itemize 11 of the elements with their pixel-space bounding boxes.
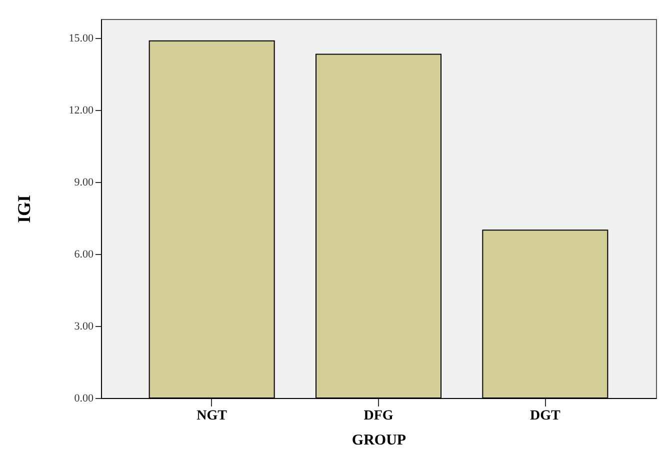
y-tick-label: 9.00	[74, 176, 94, 189]
y-tick-label: 15.00	[68, 32, 94, 45]
y-tick-label: 12.00	[68, 104, 94, 117]
x-tick-label: DFG	[364, 408, 394, 424]
x-tick-label: NGT	[196, 408, 228, 424]
y-tick-label: 0.00	[74, 392, 94, 404]
y-tick-label: 6.00	[74, 248, 94, 261]
x-tick-label: DGT	[530, 408, 561, 424]
y-axis-title: IGI	[14, 194, 34, 224]
x-axis-title: GROUP	[352, 432, 406, 448]
y-tick-label: 3.00	[74, 320, 94, 333]
